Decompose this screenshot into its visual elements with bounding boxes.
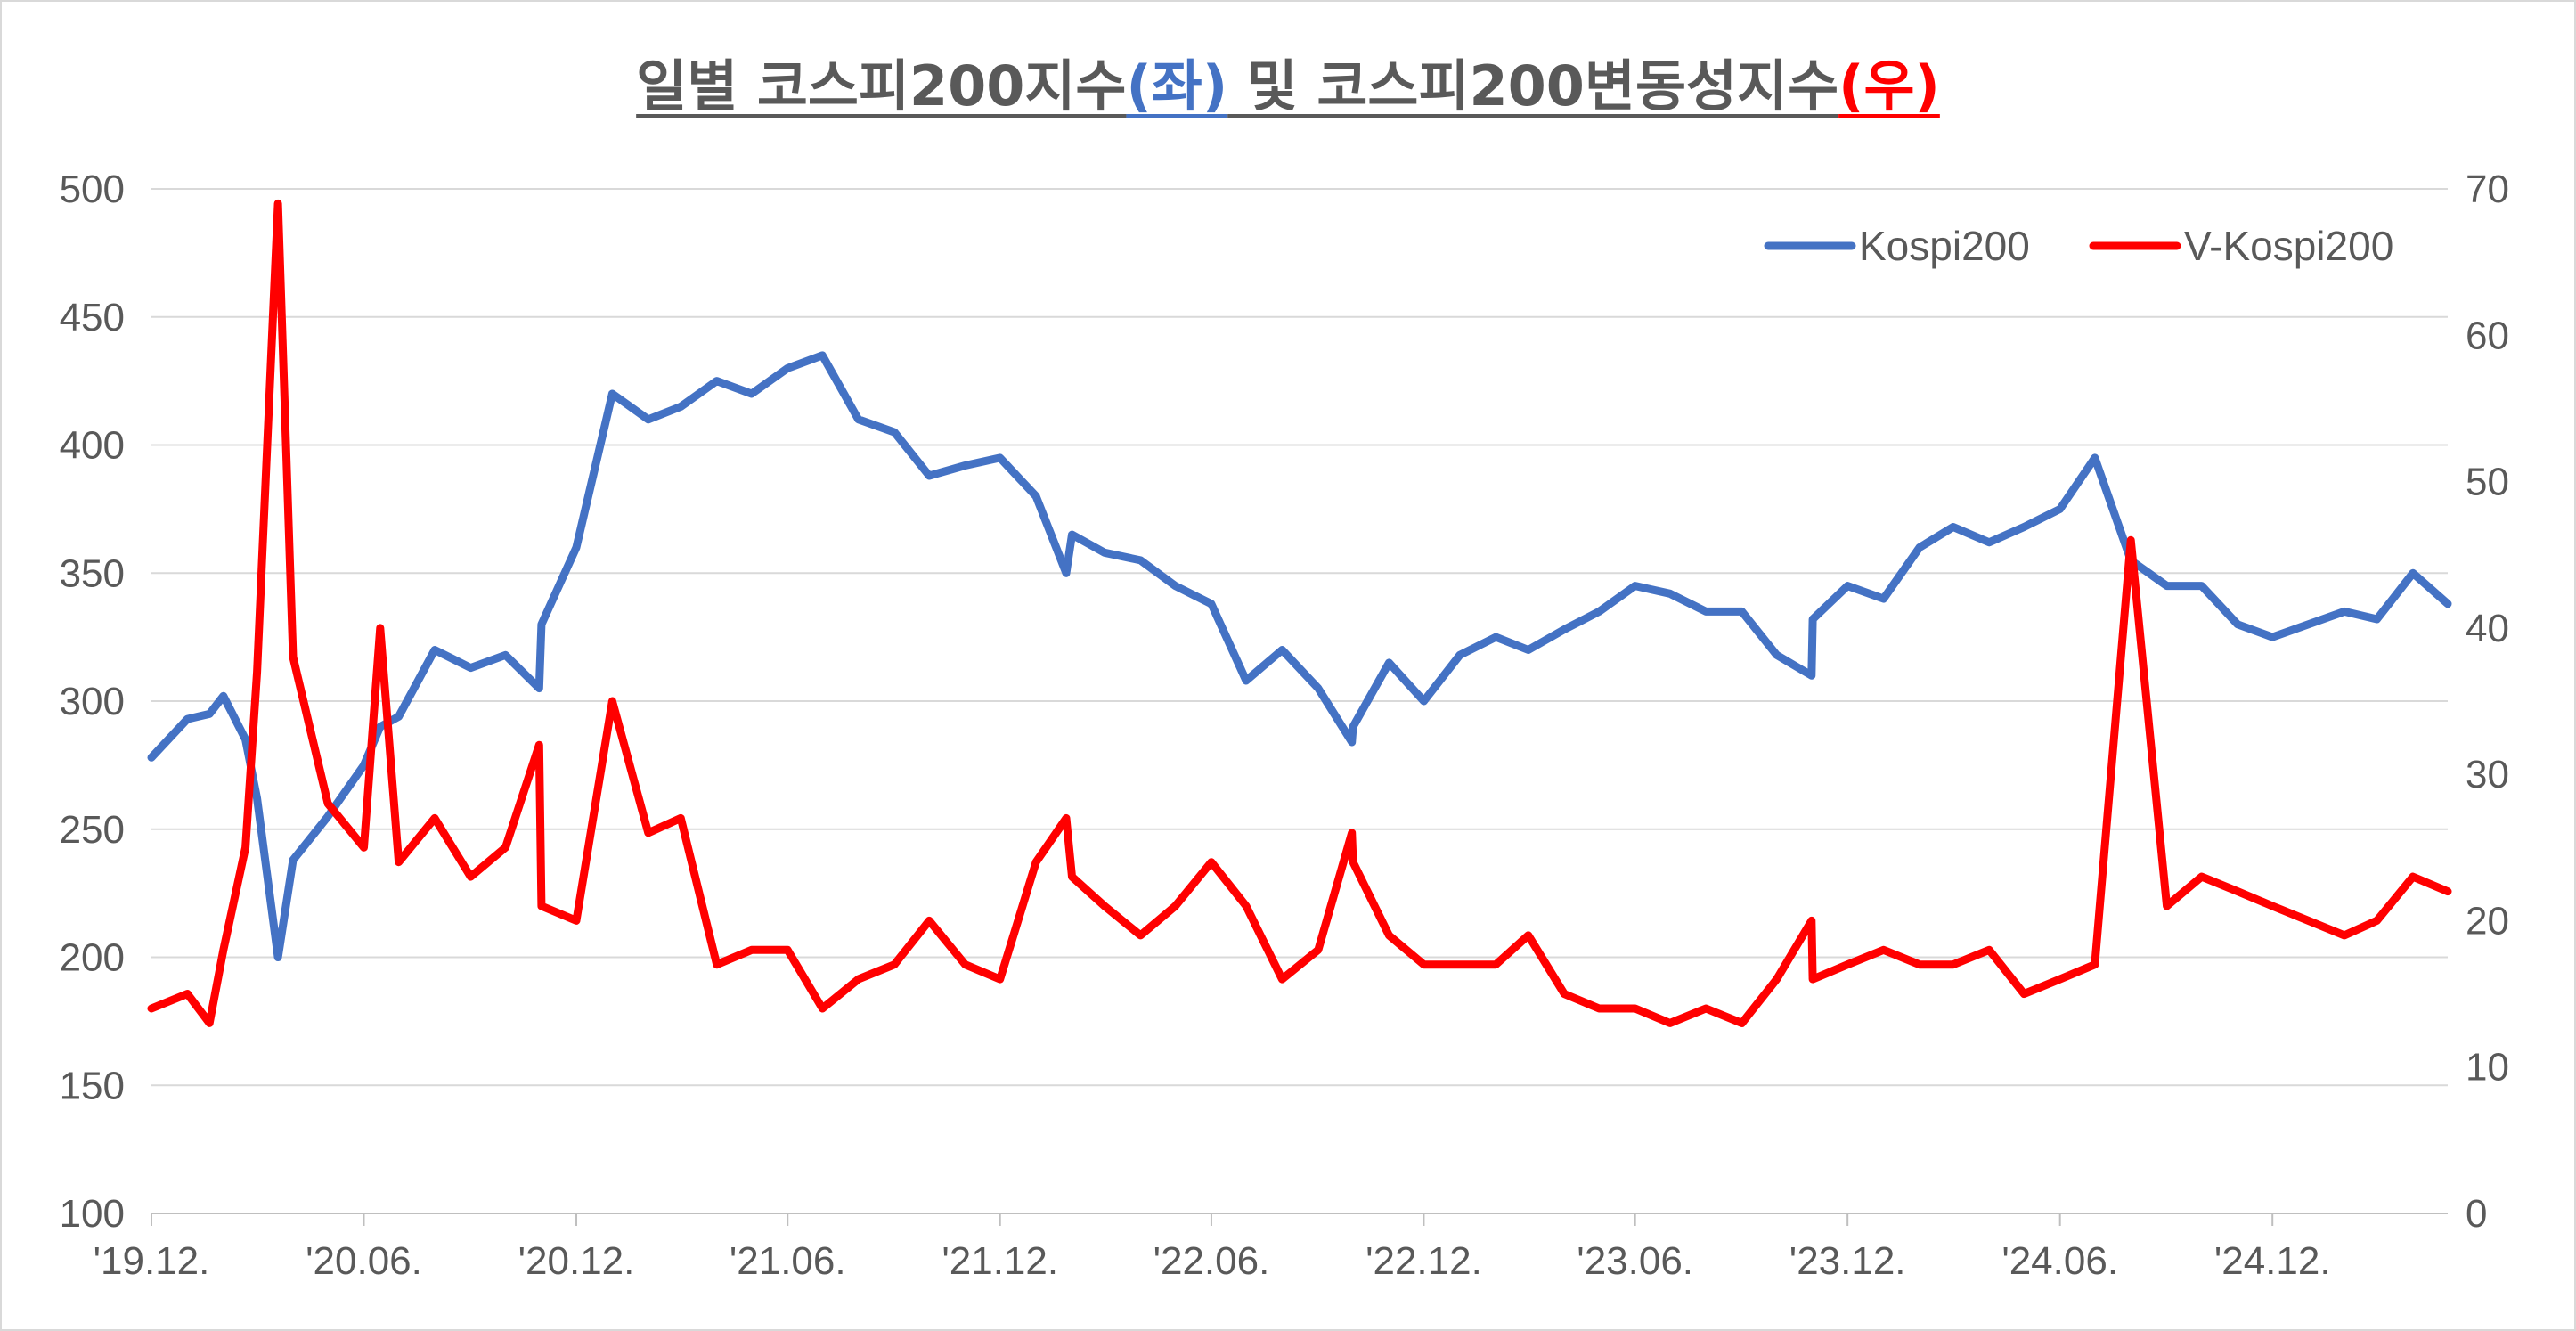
legend-label-v-kospi200: V-Kospi200	[2184, 223, 2393, 269]
series-layer	[147, 199, 2452, 1027]
title-part-vkospi: 및 코스피200변동성지수	[1227, 53, 1839, 118]
y-left-tick-label: 100	[60, 1192, 125, 1236]
y-left-tick-label: 200	[60, 936, 125, 980]
legend: Kospi200 V-Kospi200	[1764, 223, 2393, 269]
y-right-tick-label: 20	[2466, 899, 2509, 943]
y-left-tick-label: 450	[60, 296, 125, 339]
x-tick-label: '20.06.	[306, 1239, 422, 1283]
series-line-v-kospi200	[147, 199, 2452, 1027]
y-right-tick-label: 30	[2466, 753, 2509, 796]
x-tick-label: '24.12.	[2214, 1239, 2331, 1283]
y-left-tick-label: 150	[60, 1064, 125, 1107]
series-line-kospi200	[147, 351, 2452, 961]
x-tick-label: '21.12.	[942, 1239, 1058, 1283]
x-tick-label: '22.12.	[1365, 1239, 1482, 1283]
y-left-tick-label: 250	[60, 808, 125, 852]
y-left-tick-label: 500	[60, 167, 125, 211]
gridlines	[151, 188, 2448, 1087]
y-right-tick-label: 10	[2466, 1046, 2509, 1090]
x-tick-label: '21.06.	[730, 1239, 846, 1283]
x-tick-label: '22.06.	[1153, 1239, 1270, 1283]
y-left-tick-label: 350	[60, 551, 125, 595]
y-left-tick-label: 300	[60, 680, 125, 723]
x-tick-label: '19.12.	[94, 1239, 210, 1283]
x-tick-label: '24.06.	[2001, 1239, 2118, 1283]
title-part-main: 일별 코스피200지수	[636, 53, 1127, 118]
y-right-tick-label: 40	[2466, 607, 2509, 650]
x-tick-label: '20.12.	[518, 1239, 635, 1283]
x-tick-label: '23.06.	[1577, 1239, 1693, 1283]
x-axis: '19.12. '20.06. '20.12. '21.06. '21.12. '22.0…	[94, 1213, 2448, 1283]
chart-title: 일별 코스피200지수(좌) 및 코스피200변동성지수(우)	[0, 41, 2576, 121]
title-part-right-axis-note: (우)	[1838, 53, 1940, 118]
y-right-tick-label: 50	[2466, 461, 2509, 504]
legend-label-kospi200: Kospi200	[1859, 223, 2030, 269]
y-right-tick-label: 60	[2466, 314, 2509, 357]
y-right-tick-label: 0	[2466, 1192, 2487, 1236]
y-axis-right: 70 60 50 40 30 20 10 0	[2466, 167, 2509, 1236]
title-part-left-axis-note: (좌)	[1126, 53, 1228, 118]
x-tick-label: '23.12.	[1789, 1239, 1906, 1283]
y-right-tick-label: 70	[2466, 167, 2509, 211]
y-left-tick-label: 400	[60, 424, 125, 468]
y-axis-left: 500 450 400 350 300 250 200 150 100	[60, 167, 125, 1236]
